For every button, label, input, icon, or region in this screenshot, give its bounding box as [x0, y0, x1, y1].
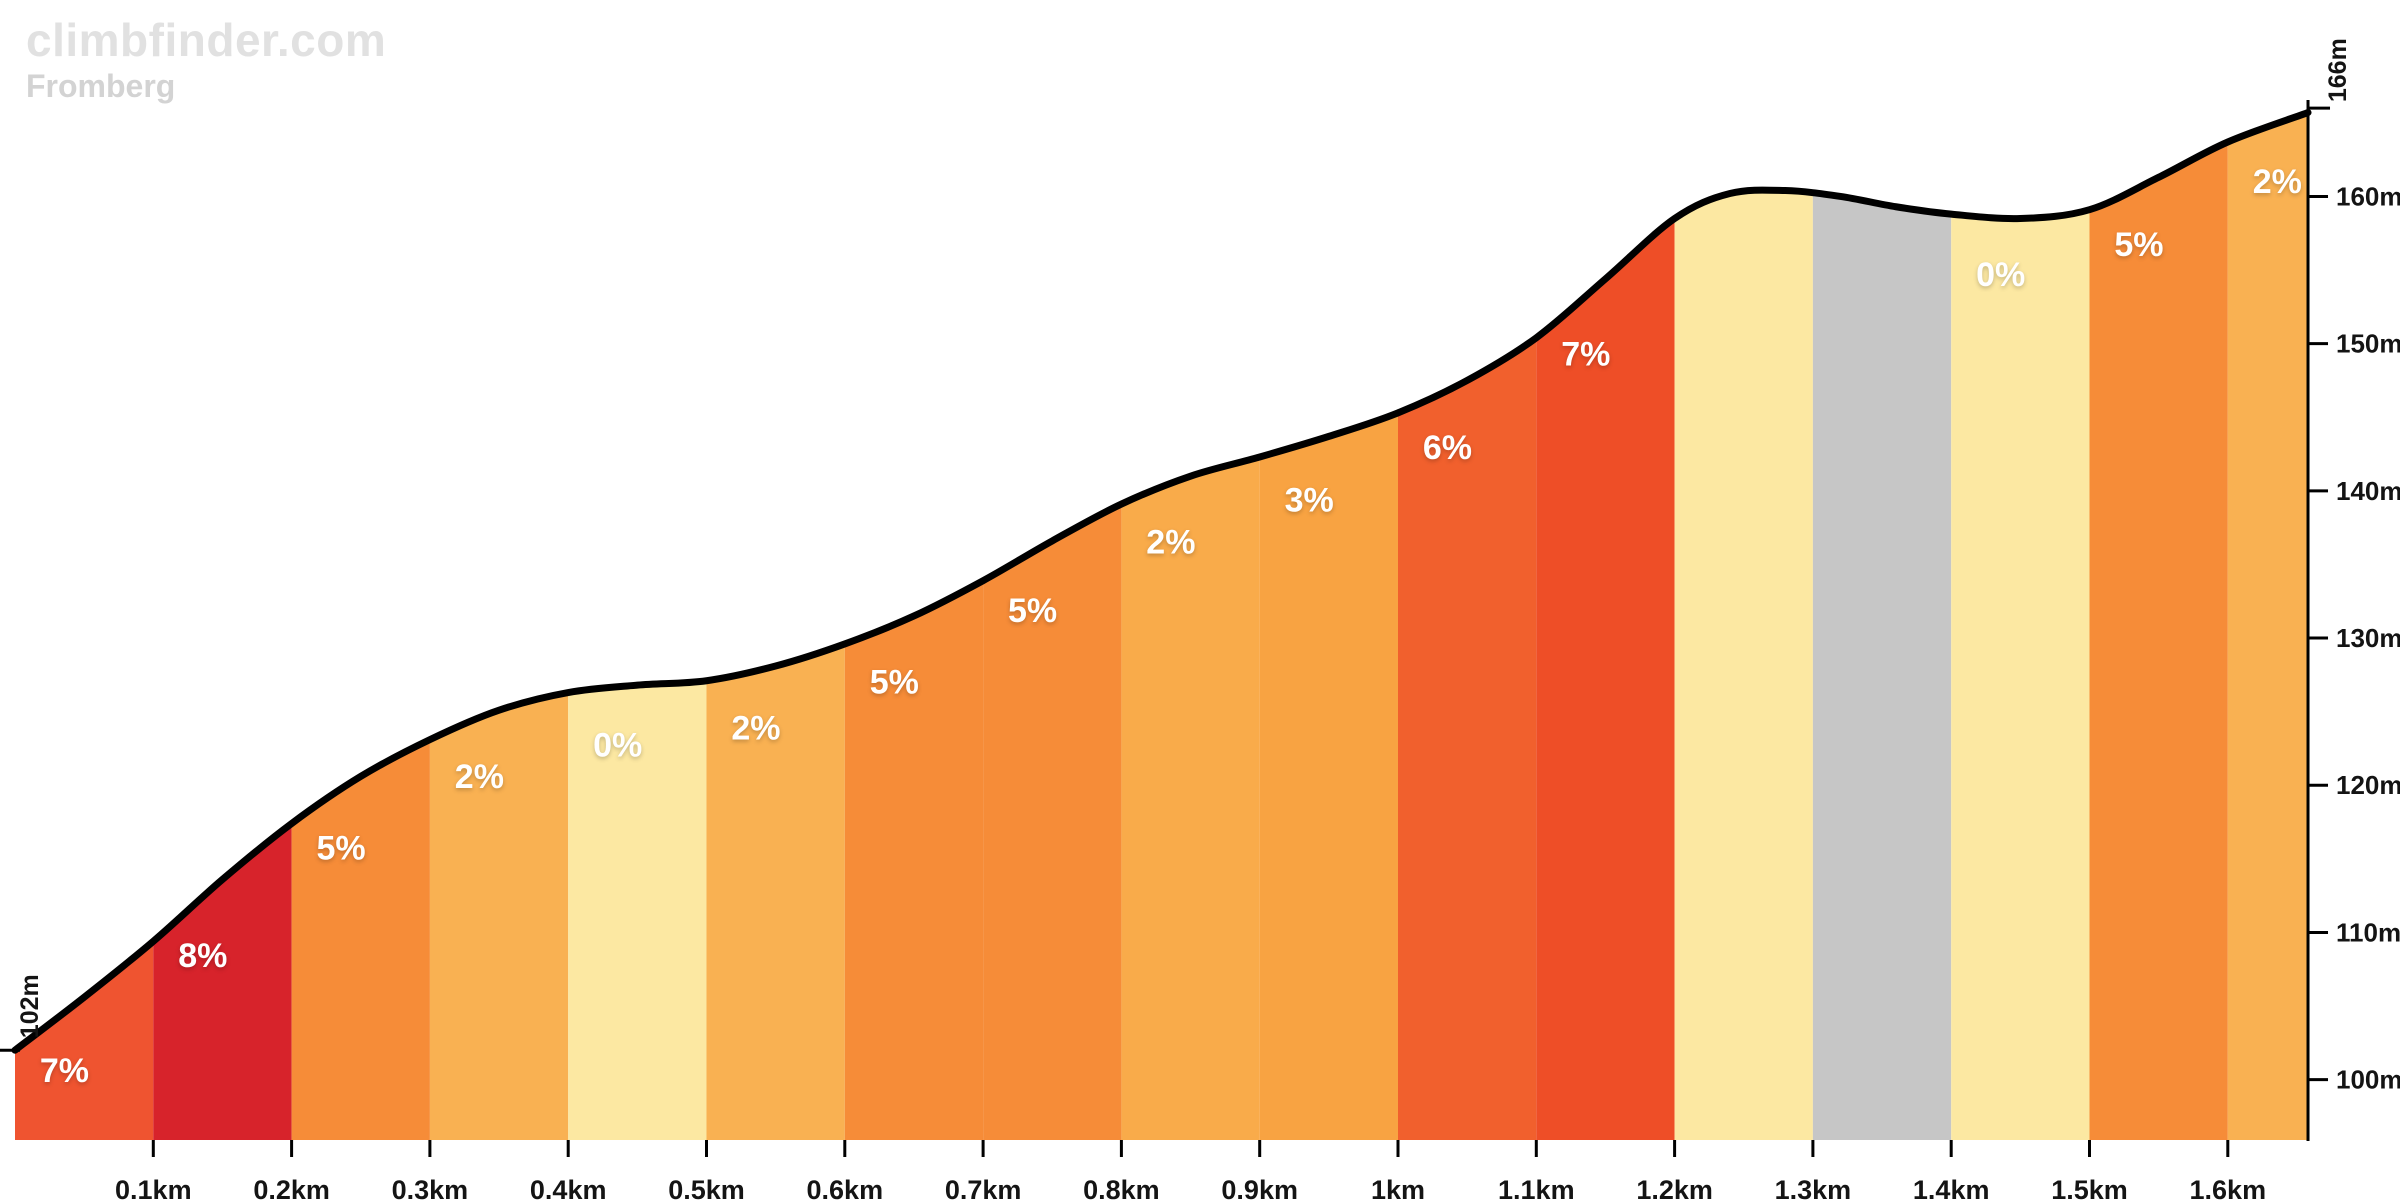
- x-tick-label-6: 0.7km: [945, 1175, 1022, 1200]
- gradient-segment-2: [291, 112, 430, 1140]
- y-tick-label-0: 100m: [2336, 1065, 2400, 1095]
- gradient-label-5: 2%: [731, 709, 780, 747]
- gradient-segment-15: [2089, 112, 2228, 1140]
- gradient-label-8: 2%: [1146, 524, 1195, 562]
- x-tick-label-14: 1.5km: [2051, 1175, 2128, 1200]
- gradient-label-10: 6%: [1423, 429, 1472, 467]
- gradient-segments-group: [15, 112, 2309, 1140]
- gradient-label-3: 2%: [455, 758, 504, 796]
- x-tick-label-15: 1.6km: [2190, 1175, 2267, 1200]
- gradient-segment-8: [1121, 112, 1260, 1140]
- elevation-curve: [11, 109, 2312, 1054]
- x-tick-label-8: 0.9km: [1221, 1175, 1298, 1200]
- gradient-segment-14: [1951, 112, 2090, 1140]
- gradient-segment-13: [1812, 112, 1952, 1140]
- x-tick-label-11: 1.2km: [1636, 1175, 1713, 1200]
- gradient-label-14: 0%: [1976, 256, 2025, 294]
- gradient-segment-4: [568, 112, 707, 1140]
- x-tick-label-4: 0.5km: [668, 1175, 745, 1200]
- gradient-segment-9: [1259, 112, 1398, 1140]
- gradient-segment-0: [15, 112, 154, 1140]
- gradient-segment-3: [429, 112, 569, 1140]
- y-tick-label-4: 140m: [2336, 476, 2400, 506]
- y-tick-label-6: 160m: [2336, 181, 2400, 211]
- x-tick-label-3: 0.4km: [530, 1175, 607, 1200]
- gradient-label-11: 7%: [1561, 336, 1610, 374]
- y-tick-label-1: 110m: [2336, 917, 2400, 947]
- y-tick-label-2: 120m: [2336, 770, 2400, 800]
- x-tick-label-12: 1.3km: [1775, 1175, 1852, 1200]
- x-tick-label-0: 0.1km: [115, 1175, 192, 1200]
- start-elevation-label: 102m: [16, 974, 44, 1038]
- branding: climbfinder.com Fromberg: [26, 14, 387, 104]
- gradient-segment-10: [1398, 112, 1537, 1140]
- gradient-segment-11: [1536, 112, 1675, 1140]
- x-tick-label-10: 1.1km: [1498, 1175, 1575, 1200]
- x-tick-label-1: 0.2km: [253, 1175, 330, 1200]
- gradient-label-15: 5%: [2114, 226, 2163, 264]
- y-tick-label-5: 150m: [2336, 329, 2400, 359]
- x-tick-label-7: 0.8km: [1083, 1175, 1160, 1200]
- x-tick-label-9: 1km: [1371, 1175, 1425, 1200]
- gradient-segment-12: [1674, 112, 1813, 1140]
- gradient-segment-5: [706, 112, 845, 1140]
- x-tick-label-5: 0.6km: [807, 1175, 884, 1200]
- climb-name: Fromberg: [26, 67, 176, 104]
- site-logo-text: climbfinder.com: [26, 14, 387, 66]
- gradient-label-0: 7%: [40, 1052, 89, 1090]
- gradient-segment-16: [2227, 112, 2309, 1140]
- summit-elevation-label: 166m: [2324, 38, 2352, 102]
- gradient-label-9: 3%: [1285, 482, 1334, 520]
- gradient-label-2: 5%: [316, 830, 365, 868]
- gradient-label-16: 2%: [2253, 163, 2302, 201]
- gradient-label-7: 5%: [1008, 592, 1057, 630]
- y-tick-label-3: 130m: [2336, 623, 2400, 653]
- x-tick-label-13: 1.4km: [1913, 1175, 1990, 1200]
- x-tick-label-2: 0.3km: [392, 1175, 469, 1200]
- gradient-segment-6: [844, 112, 984, 1140]
- gradient-label-4: 0%: [593, 726, 642, 764]
- gradient-label-1: 8%: [178, 937, 227, 975]
- gradient-label-6: 5%: [870, 663, 919, 701]
